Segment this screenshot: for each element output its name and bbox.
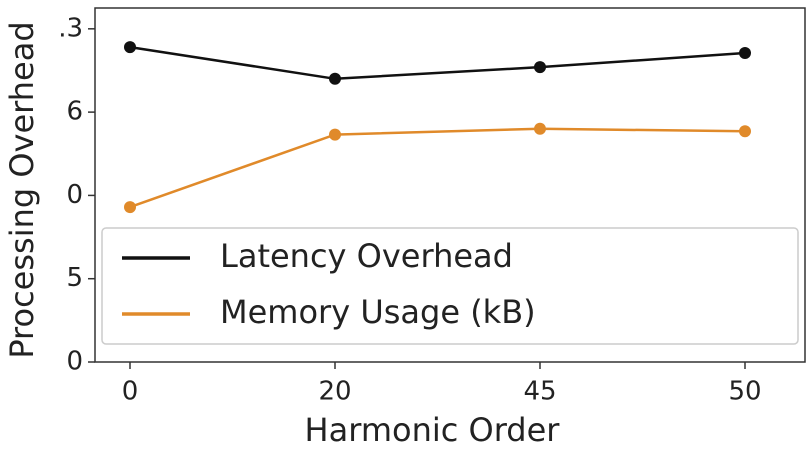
point [739,125,751,138]
point [329,128,341,141]
y-tick-label: 0 [66,180,83,210]
legend-label: Memory Usage (kB) [220,293,536,331]
plot-frame [94,7,806,363]
x-tick-label: 20 [318,377,351,407]
x-tick-label: 45 [523,377,556,407]
point [124,201,136,214]
y-axis-label: Processing Overhead [3,21,41,358]
point [534,61,546,74]
point [739,46,751,59]
series-line [129,127,746,209]
series-line [129,45,746,81]
y-tick-label: 6 [66,97,83,127]
point [329,72,341,85]
x-tick-label: 50 [728,377,761,407]
x-axis-label: Harmonic Order [305,411,561,449]
x-tick-label: 0 [122,377,139,407]
point [534,122,546,135]
point [124,41,136,54]
y-tick-label: .3 [58,13,83,43]
y-tick-label: 5 [66,263,83,293]
legend-box [101,227,799,345]
y-tick-label: 0 [66,347,83,377]
legend-label: Latency Overhead [220,237,513,275]
